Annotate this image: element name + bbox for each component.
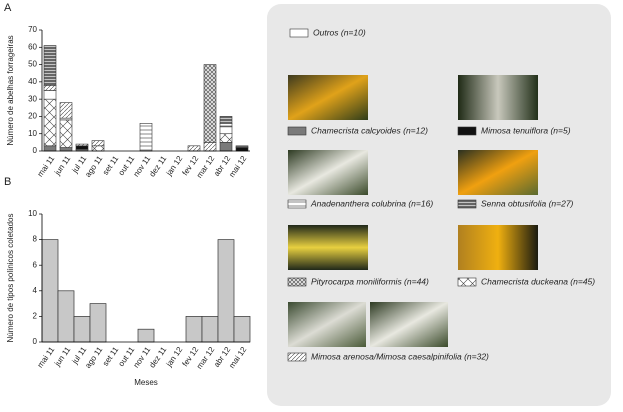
y-tick-label: 0 — [33, 337, 38, 346]
bar-segment — [219, 123, 233, 128]
legend-label: Senna obtusifolia (n=27) — [481, 198, 574, 208]
x-tick-label: jun 11 — [52, 154, 72, 178]
bar-segment — [59, 119, 73, 148]
y-tick-label: 6 — [33, 260, 38, 269]
photo — [458, 225, 538, 270]
bar-segment — [43, 45, 57, 86]
y-tick-label: 10 — [28, 209, 37, 218]
legend-swatch — [287, 199, 307, 209]
bar — [201, 316, 219, 343]
legend-swatch — [457, 199, 477, 209]
bar-segment — [203, 142, 217, 152]
panel-label: B — [4, 176, 11, 188]
x-tick-label: mai 11 — [36, 345, 57, 370]
y-tick-label: 70 — [28, 25, 37, 34]
bar-segment — [219, 133, 233, 143]
y-axis-title: Número de tipos polínicos coletados — [6, 214, 15, 343]
x-tick-label: jan 12 — [164, 154, 185, 178]
legend-swatch — [287, 126, 307, 136]
x-tick-label: mai 11 — [36, 154, 57, 179]
bar — [89, 303, 107, 343]
y-axis-title: Número de abelhas forrageiras — [6, 35, 15, 145]
bar-segment — [43, 85, 57, 91]
y-tick-label: 0 — [33, 146, 38, 155]
bar — [185, 316, 203, 343]
legend-swatch — [457, 277, 477, 287]
bar-segment — [75, 143, 89, 147]
bar — [217, 239, 235, 343]
x-tick-label: jan 12 — [164, 345, 185, 369]
legend-swatch — [457, 126, 477, 136]
panel-label: A — [4, 2, 12, 14]
bar-segment — [75, 145, 89, 150]
x-tick-label: ago 11 — [83, 345, 104, 370]
legend-label: Pityrocarpa moniliformis (n=44) — [311, 276, 429, 286]
bar-segment — [219, 126, 233, 135]
photo — [288, 302, 366, 347]
legend-swatch — [289, 28, 309, 38]
bar-segment — [43, 90, 57, 100]
photo — [288, 75, 368, 120]
bar-segment — [203, 64, 217, 143]
y-tick-label: 2 — [33, 312, 38, 321]
photo — [458, 75, 538, 120]
x-tick-label: mai 12 — [227, 154, 248, 179]
y-tick-label: 8 — [33, 235, 38, 244]
legend-label: Chamecrista calcyoides (n=12) — [311, 125, 428, 135]
bar-segment — [43, 145, 57, 152]
bar-segment — [91, 145, 105, 152]
x-axis-title: Meses — [134, 378, 158, 387]
legend-label: Mimosa tenuiflora (n=5) — [481, 125, 571, 135]
legend-label: Outros (n=10) — [313, 27, 366, 37]
bar-segment — [59, 102, 73, 119]
x-tick-label: mai 12 — [227, 345, 248, 370]
legend-swatch — [287, 277, 307, 287]
bar-segment — [235, 147, 249, 152]
y-tick-label: 40 — [28, 77, 37, 86]
bar — [233, 316, 251, 343]
bar-segment — [59, 147, 73, 152]
y-tick-label: 30 — [28, 94, 37, 103]
bar-segment — [91, 140, 105, 147]
y-tick-label: 50 — [28, 60, 37, 69]
bar-segment — [139, 123, 153, 152]
photo — [288, 225, 368, 270]
bar-segment — [219, 116, 233, 124]
x-tick-label: dez 11 — [148, 154, 169, 179]
x-tick-label: jun 11 — [52, 345, 72, 369]
x-tick-label: dez 11 — [148, 345, 169, 370]
x-tick-label: mar 12 — [195, 154, 217, 180]
bar-segment — [219, 142, 233, 152]
y-tick-label: 60 — [28, 42, 37, 51]
x-tick-label: mar 12 — [195, 345, 217, 371]
legend-swatch — [287, 352, 307, 362]
y-tick-label: 20 — [28, 112, 37, 121]
bar — [41, 239, 59, 343]
legend-label: Mimosa arenosa/Mimosa caesalpinifolia (n… — [311, 351, 489, 361]
y-tick-label: 4 — [33, 286, 38, 295]
bar-segment — [43, 98, 57, 147]
bar-segment — [235, 145, 249, 148]
legend-label: Anadenanthera colubrina (n=16) — [310, 198, 433, 208]
photo — [288, 150, 368, 195]
photo — [458, 150, 538, 195]
bar — [137, 328, 155, 343]
bar — [73, 316, 91, 343]
photo — [370, 302, 448, 347]
y-tick-label: 10 — [28, 129, 37, 138]
bar — [57, 290, 75, 343]
x-tick-label: ago 11 — [83, 154, 104, 179]
bar-segment — [187, 145, 201, 152]
legend-label: Chamecrista duckeana (n=45) — [481, 276, 595, 286]
